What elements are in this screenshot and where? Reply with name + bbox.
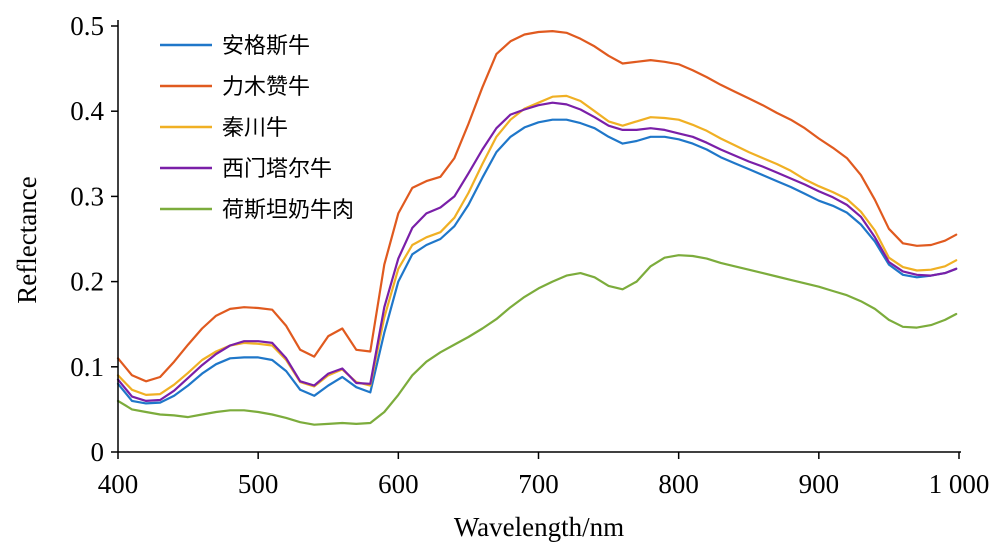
legend-label: 力木赞牛 xyxy=(222,75,310,100)
legend-label: 安格斯牛 xyxy=(222,34,310,59)
legend-label: 荷斯坦奶牛肉 xyxy=(222,198,354,223)
legend-label: 秦川牛 xyxy=(222,116,288,141)
x-tick-label: 800 xyxy=(658,469,699,499)
series-line-1 xyxy=(116,118,958,405)
x-ticks: 400 500 600 700 800 900 1 000 xyxy=(98,452,990,499)
x-tick-label: 1 000 xyxy=(929,469,990,499)
y-ticks: 0 0.1 0.2 0.3 0.4 0.5 xyxy=(70,11,118,467)
series-line-2 xyxy=(116,30,958,383)
x-tick-label: 400 xyxy=(98,469,139,499)
y-tick-label: 0.1 xyxy=(70,352,104,382)
y-tick-label: 0.4 xyxy=(70,96,104,126)
y-tick-label: 0 xyxy=(91,437,105,467)
x-tick-label: 600 xyxy=(378,469,419,499)
x-tick-label: 900 xyxy=(799,469,840,499)
legend-label: 西门塔尔牛 xyxy=(222,157,332,182)
x-axis-title: Wavelength/nm xyxy=(454,512,624,542)
y-tick-label: 0.5 xyxy=(70,11,104,41)
plot-lines xyxy=(116,30,958,426)
x-tick-label: 500 xyxy=(238,469,279,499)
y-tick-label: 0.3 xyxy=(70,181,104,211)
y-tick-label: 0.2 xyxy=(70,267,104,297)
series-line-4 xyxy=(116,101,958,402)
x-tick-label: 700 xyxy=(518,469,559,499)
y-axis-title: Reflectance xyxy=(12,176,42,303)
series-line-3 xyxy=(116,94,958,396)
axes: 400 500 600 700 800 900 1 000 0 0.1 0.2 0.3 0.4 0.5 xyxy=(70,11,989,499)
series-line-5 xyxy=(116,254,958,426)
